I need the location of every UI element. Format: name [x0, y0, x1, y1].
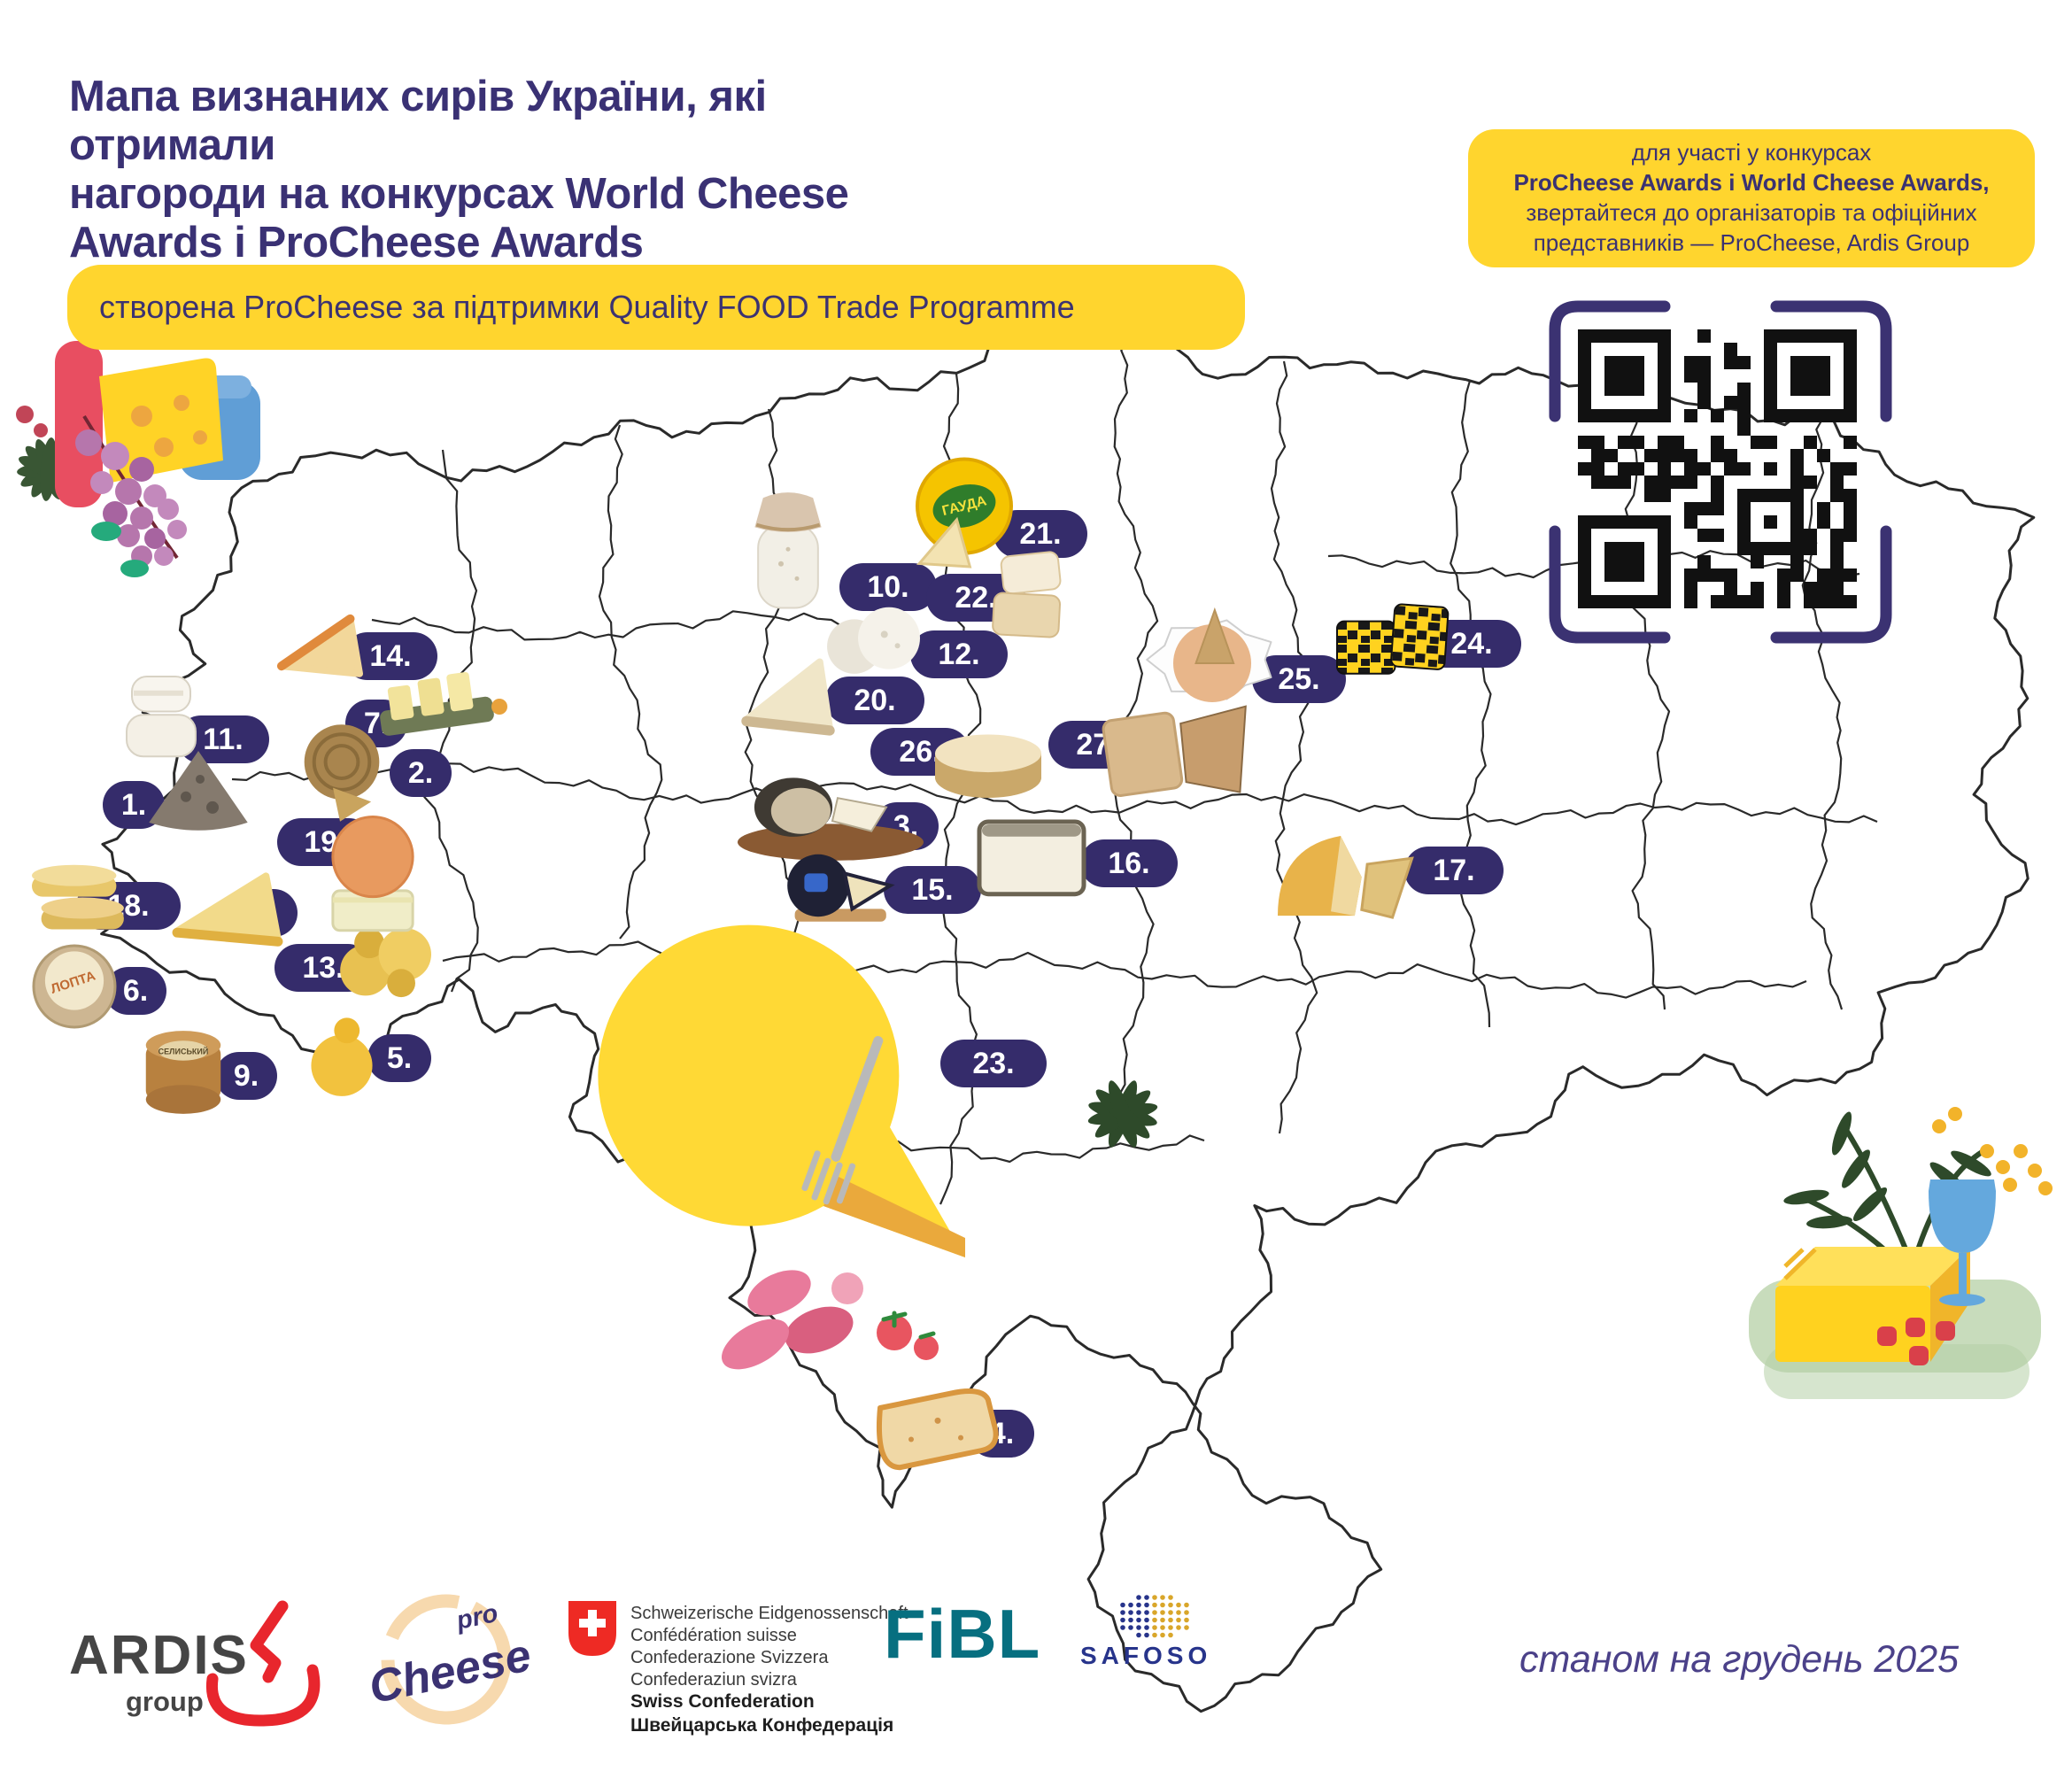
map-marker-15: 15.	[884, 866, 981, 914]
map-marker-26: 26.	[870, 728, 970, 776]
subtitle-badge: створена ProCheese за підтримки Quality …	[67, 265, 1245, 350]
map-marker-8: 8.	[236, 889, 298, 937]
ardis-red-swoosh-icon	[205, 1600, 321, 1727]
info-line-4: представників — ProCheese, Ardis Group	[1533, 228, 1970, 256]
map-marker-14: 14.	[344, 632, 437, 680]
swiss-confederation-bold: Swiss Confederation Швейцарська Конфедер…	[630, 1690, 893, 1738]
title-line-3: Awards і ProCheese Awards	[69, 218, 644, 267]
swiss-line-rm: Confederaziun svizra	[630, 1670, 797, 1690]
info-line-1: для участі у конкурсах	[1631, 139, 1872, 166]
info-line-3: звертайтеся до організаторів та офіційни…	[1526, 199, 1977, 226]
oblast-border	[1113, 296, 1159, 1099]
map-marker-17: 17.	[1404, 847, 1504, 894]
map-marker-5: 5.	[367, 1034, 431, 1082]
map-marker-6: 6.	[104, 967, 166, 1015]
map-marker-10: 10.	[839, 563, 937, 611]
map-marker-21: 21.	[993, 510, 1087, 558]
map-marker-9: 9.	[215, 1052, 277, 1100]
map-marker-20: 20.	[825, 677, 924, 724]
ardis-wordmark: ARDIS	[69, 1625, 249, 1686]
procheese-ring-icon	[381, 1594, 512, 1725]
safoso-globe-icon	[1120, 1595, 1189, 1638]
oblast-border	[1624, 408, 1671, 1010]
qr-corner-brackets	[1549, 300, 1892, 644]
swiss-bold-uk: Швейцарська Конфедерація	[630, 1715, 894, 1736]
date-note: станом на грудень 2025	[1519, 1638, 1960, 1681]
map-marker-18: 18.	[76, 882, 181, 930]
swiss-line-de: Schweizerische Eidgenossenschaft	[630, 1604, 908, 1623]
illustration-wine-and-cheese	[16, 341, 260, 577]
subtitle-badge-text: створена ProCheese за підтримки Quality …	[99, 289, 1075, 325]
qr-code	[1549, 300, 1892, 644]
illustration-cheese-wheel-fork	[598, 924, 1158, 1370]
map-marker-1: 1.	[103, 781, 165, 829]
safoso-wordmark: SAFOSO	[1080, 1642, 1212, 1669]
ardis-group-logo: ARDIS group	[69, 1600, 321, 1727]
contest-info-box: для участі у конкурсах ProCheese Awards …	[1468, 129, 2035, 267]
illustration-picnic-cheese-block	[1749, 1107, 2053, 1399]
map-marker-13: 13.	[274, 944, 372, 992]
swiss-bold-en: Swiss Confederation	[630, 1691, 815, 1712]
oblast-border	[1270, 360, 1318, 1134]
fibl-logo: FiBL	[884, 1595, 1041, 1673]
country-outline	[100, 288, 2036, 1713]
swiss-line-it: Confederazione Svizzera	[630, 1648, 829, 1667]
oblast-border	[231, 760, 1878, 826]
oblast-border	[598, 424, 663, 940]
map-marker-16: 16.	[1080, 839, 1178, 887]
oblast-border	[1450, 380, 1492, 1028]
swiss-line-fr: Confédération suisse	[630, 1626, 797, 1645]
title-line-2: нагороди на конкурсах World Cheese	[69, 169, 849, 218]
procheese-logo: pro Cheese	[365, 1594, 536, 1725]
map-marker-22: 22.	[926, 574, 1025, 622]
ardis-sub-label: group	[126, 1686, 204, 1717]
map-marker-2: 2.	[390, 749, 452, 797]
map-marker-7: 7.	[345, 700, 407, 747]
map-marker-25: 25.	[1252, 655, 1346, 703]
map-marker-19: 19.	[277, 818, 373, 866]
map-marker-24: 24.	[1422, 620, 1521, 668]
title-line-1: Мапа визнаних сирів України, які отримал…	[69, 73, 767, 169]
map-marker-4: 4.	[969, 1410, 1034, 1458]
oblast-border	[1801, 415, 1844, 1010]
swiss-shield-icon	[568, 1601, 616, 1656]
map-marker-12: 12.	[910, 630, 1008, 678]
map-marker-23: 23.	[940, 1040, 1047, 1087]
info-line-2: ProCheese Awards і World Cheese Awards,	[1513, 169, 1990, 197]
map-marker-27: 27.	[1048, 721, 1146, 769]
map-marker-11: 11.	[177, 715, 269, 763]
swiss-confederation-names: Schweizerische Eidgenossenschaft Confédé…	[630, 1603, 908, 1691]
page-title: Мапа визнаних сирів України, які отримал…	[69, 73, 937, 267]
map-marker-3: 3.	[873, 802, 939, 850]
procheese-wordmark: Cheese	[365, 1629, 536, 1713]
